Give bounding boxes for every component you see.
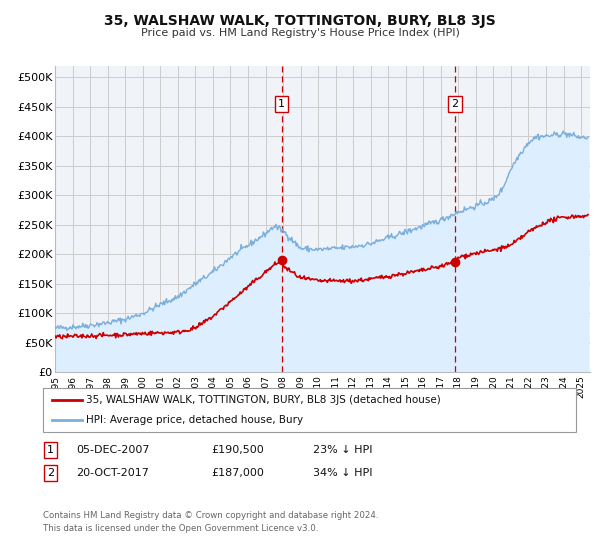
Text: Contains HM Land Registry data © Crown copyright and database right 2024.: Contains HM Land Registry data © Crown c…: [43, 511, 379, 520]
Text: 23% ↓ HPI: 23% ↓ HPI: [313, 445, 373, 455]
Text: 2: 2: [451, 99, 458, 109]
Text: 34% ↓ HPI: 34% ↓ HPI: [313, 468, 373, 478]
Text: 1: 1: [47, 445, 54, 455]
Text: £190,500: £190,500: [211, 445, 264, 455]
Text: Price paid vs. HM Land Registry's House Price Index (HPI): Price paid vs. HM Land Registry's House …: [140, 28, 460, 38]
Text: HPI: Average price, detached house, Bury: HPI: Average price, detached house, Bury: [86, 415, 304, 425]
Text: 20-OCT-2017: 20-OCT-2017: [76, 468, 149, 478]
Text: 1: 1: [278, 99, 285, 109]
Text: 35, WALSHAW WALK, TOTTINGTON, BURY, BL8 3JS: 35, WALSHAW WALK, TOTTINGTON, BURY, BL8 …: [104, 14, 496, 28]
Text: 35, WALSHAW WALK, TOTTINGTON, BURY, BL8 3JS (detached house): 35, WALSHAW WALK, TOTTINGTON, BURY, BL8 …: [86, 395, 441, 405]
Text: £187,000: £187,000: [211, 468, 264, 478]
Text: 05-DEC-2007: 05-DEC-2007: [76, 445, 150, 455]
Text: 2: 2: [47, 468, 54, 478]
Text: This data is licensed under the Open Government Licence v3.0.: This data is licensed under the Open Gov…: [43, 524, 319, 533]
